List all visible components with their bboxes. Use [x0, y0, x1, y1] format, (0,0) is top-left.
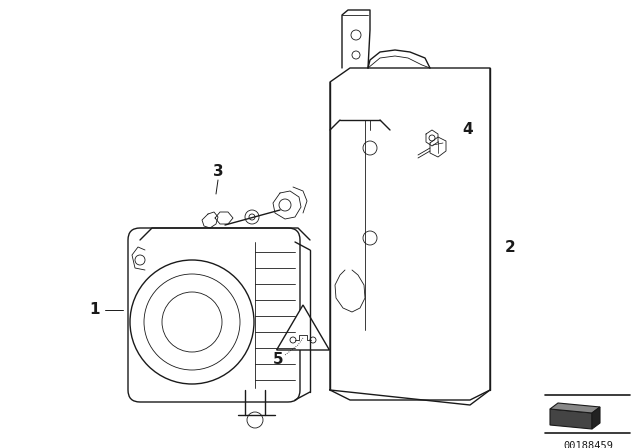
Polygon shape: [592, 407, 600, 429]
Text: 4: 4: [463, 122, 474, 138]
Polygon shape: [550, 409, 592, 429]
FancyBboxPatch shape: [128, 228, 300, 402]
Text: 2: 2: [504, 241, 515, 255]
Text: 1: 1: [90, 302, 100, 318]
Text: 5: 5: [273, 353, 284, 367]
Circle shape: [130, 260, 254, 384]
Text: 3: 3: [212, 164, 223, 180]
Text: 00188459: 00188459: [563, 441, 613, 448]
Polygon shape: [276, 305, 330, 350]
Polygon shape: [550, 403, 600, 413]
